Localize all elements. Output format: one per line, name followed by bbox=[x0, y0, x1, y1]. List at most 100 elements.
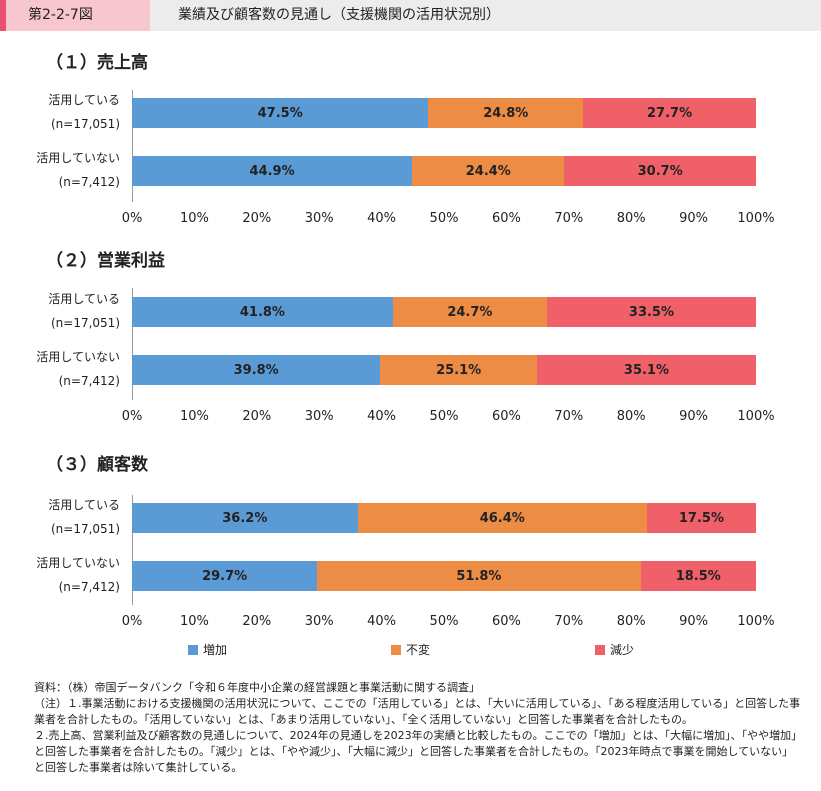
data-label: 24.7% bbox=[447, 304, 493, 320]
bar-segment-increase: 47.5% bbox=[132, 98, 429, 128]
x-tick-label: 20% bbox=[242, 614, 272, 629]
data-label: 25.1% bbox=[436, 362, 482, 378]
data-label: 17.5% bbox=[678, 510, 724, 526]
stacked-bar: 44.9% 24.4% 30.7% bbox=[132, 156, 756, 186]
bar-segment-increase: 36.2% bbox=[132, 503, 358, 533]
x-tick-label: 90% bbox=[679, 409, 709, 424]
stacked-bar: 36.2% 46.4% 17.5% bbox=[132, 503, 756, 533]
legend-swatch-increase bbox=[188, 644, 198, 655]
bar-segment-decrease: 35.1% bbox=[536, 355, 756, 385]
category-n-label: (n=17,051) bbox=[50, 117, 120, 131]
x-tick-label: 10% bbox=[179, 409, 209, 424]
bar-segment-increase: 44.9% bbox=[132, 156, 413, 186]
data-label: 51.8% bbox=[456, 568, 502, 584]
data-label: 24.8% bbox=[483, 105, 529, 121]
stacked-bar: 47.5% 24.8% 27.7% bbox=[132, 98, 756, 128]
bar-segment-increase: 29.7% bbox=[132, 561, 318, 591]
category-n-label: (n=17,051) bbox=[50, 316, 120, 330]
x-tick-label: 20% bbox=[242, 409, 272, 424]
x-tick-label: 80% bbox=[616, 409, 646, 424]
bar-segment-increase: 39.8% bbox=[132, 355, 381, 385]
legend-item-increase: 増加 bbox=[188, 641, 227, 658]
bar-segment-unchanged: 24.7% bbox=[392, 297, 547, 327]
x-tick-label: 30% bbox=[304, 409, 334, 424]
x-tick-label: 0% bbox=[121, 409, 143, 424]
legend: 増加 不変 減少 bbox=[0, 641, 821, 659]
x-tick-label: 50% bbox=[429, 211, 459, 226]
bar-segment-decrease: 33.5% bbox=[546, 297, 756, 327]
x-tick-label: 80% bbox=[616, 211, 646, 226]
category-label: 活用している bbox=[48, 93, 120, 107]
bar-segment-unchanged: 24.8% bbox=[428, 98, 584, 128]
x-tick-label: 40% bbox=[367, 614, 397, 629]
bar-segment-decrease: 30.7% bbox=[564, 156, 756, 186]
legend-swatch-unchanged bbox=[391, 644, 401, 655]
x-tick-label: 50% bbox=[429, 409, 459, 424]
y-axis-line bbox=[132, 90, 133, 202]
bar-segment-unchanged: 24.4% bbox=[412, 156, 565, 186]
x-tick-label: 60% bbox=[491, 409, 521, 424]
legend-swatch-decrease bbox=[595, 644, 605, 655]
x-tick-label: 40% bbox=[367, 409, 397, 424]
data-label: 33.5% bbox=[628, 304, 675, 320]
x-tick-label: 20% bbox=[242, 211, 272, 226]
data-label: 41.8% bbox=[239, 304, 285, 320]
x-tick-label: 50% bbox=[429, 614, 459, 629]
x-tick-label: 40% bbox=[367, 211, 397, 226]
x-tick-label: 60% bbox=[491, 211, 521, 226]
bar-segment-unchanged: 25.1% bbox=[380, 355, 537, 385]
legend-item-decrease: 減少 bbox=[595, 641, 634, 658]
legend-label-decrease: 減少 bbox=[610, 643, 635, 657]
data-label: 44.9% bbox=[249, 163, 295, 179]
bar-segment-decrease: 27.7% bbox=[583, 98, 756, 128]
chart-title-3: （３）顧客数 bbox=[46, 455, 148, 475]
x-tick-label: 30% bbox=[304, 211, 334, 226]
data-label: 27.7% bbox=[647, 105, 693, 121]
data-label: 47.5% bbox=[257, 105, 303, 121]
x-tick-label: 100% bbox=[737, 614, 775, 629]
data-label: 39.8% bbox=[233, 362, 279, 378]
category-label: 活用していない bbox=[36, 556, 120, 570]
x-tick-label: 70% bbox=[554, 409, 584, 424]
bar-segment-increase: 41.8% bbox=[132, 297, 393, 327]
stacked-bar: 39.8% 25.1% 35.1% bbox=[132, 355, 756, 385]
category-n-label: (n=7,412) bbox=[58, 374, 120, 388]
x-tick-label: 10% bbox=[179, 211, 209, 226]
data-label: 36.2% bbox=[222, 510, 268, 526]
bar-segment-decrease: 17.5% bbox=[646, 503, 756, 533]
legend-label-unchanged: 不変 bbox=[406, 643, 431, 657]
x-tick-label: 70% bbox=[554, 211, 584, 226]
category-label: 活用していない bbox=[36, 151, 120, 165]
x-tick-label: 30% bbox=[304, 614, 334, 629]
notes: 資料：（株）帝国データバンク「令和６年度中小企業の経営課題と事業活動に関する調査… bbox=[34, 680, 804, 776]
bar-segment-unchanged: 46.4% bbox=[357, 503, 647, 533]
legend-item-unchanged: 不変 bbox=[391, 641, 430, 658]
category-label: 活用している bbox=[48, 292, 120, 306]
figure-number: 第2-2-7図 bbox=[0, 0, 150, 31]
x-tick-label: 90% bbox=[679, 211, 709, 226]
x-tick-label: 80% bbox=[616, 614, 646, 629]
x-tick-label: 100% bbox=[737, 211, 775, 226]
x-tick-label: 90% bbox=[679, 614, 709, 629]
x-tick-label: 60% bbox=[491, 614, 521, 629]
legend-label-increase: 増加 bbox=[203, 643, 228, 657]
figure-title: 業績及び顧客数の見通し（支援機関の活用状況別） bbox=[178, 7, 500, 23]
data-label: 46.4% bbox=[479, 510, 525, 526]
y-axis-line bbox=[132, 495, 133, 605]
category-n-label: (n=7,412) bbox=[58, 580, 120, 594]
chart-title-2: （２）営業利益 bbox=[46, 251, 165, 271]
y-axis-line bbox=[132, 288, 133, 400]
data-label: 35.1% bbox=[623, 362, 670, 378]
category-label: 活用している bbox=[48, 498, 120, 512]
x-tick-label: 100% bbox=[737, 409, 775, 424]
chart-title-1: （１）売上高 bbox=[46, 53, 148, 73]
stacked-bar: 29.7% 51.8% 18.5% bbox=[132, 561, 756, 591]
note-2: ２.売上高、営業利益及び顧客数の見通しについて、2024年の見通しを2023年の… bbox=[34, 729, 803, 774]
data-label: 18.5% bbox=[675, 568, 721, 584]
category-n-label: (n=17,051) bbox=[50, 522, 120, 536]
data-label: 24.4% bbox=[465, 163, 511, 179]
data-label: 29.7% bbox=[202, 568, 248, 584]
category-label: 活用していない bbox=[36, 350, 120, 364]
x-tick-label: 70% bbox=[554, 614, 584, 629]
x-tick-label: 10% bbox=[179, 614, 209, 629]
